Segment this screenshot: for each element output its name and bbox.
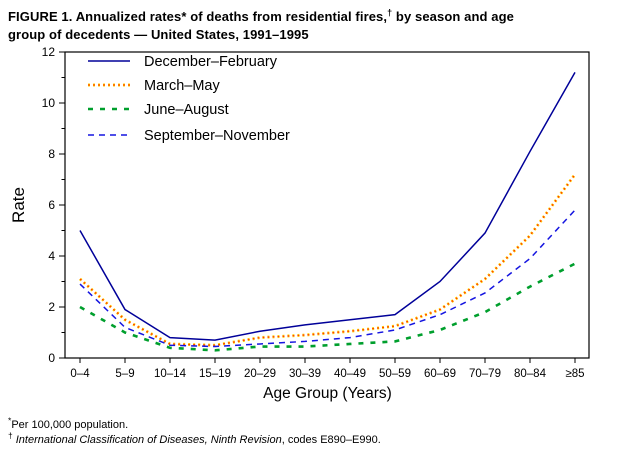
x-axis-tick-label: 60–69 bbox=[424, 368, 456, 380]
footnote-icd-codes: , codes E890–E990. bbox=[281, 433, 381, 446]
x-axis-tick-label: 20–29 bbox=[244, 368, 276, 380]
footnote-population-text: Per 100,000 population. bbox=[11, 418, 129, 431]
dagger-symbol: † bbox=[387, 7, 393, 18]
series-line-june-august bbox=[79, 262, 576, 352]
x-axis-tick-label: 0–4 bbox=[70, 368, 90, 380]
x-axis-tick-label: ≥85 bbox=[565, 368, 584, 380]
figure-title-text: FIGURE 1. Annualized rates* of deaths fr… bbox=[8, 9, 388, 24]
legend-label-september-november: September–November bbox=[144, 128, 290, 144]
plot-frame bbox=[64, 51, 590, 359]
figure-title-line2: group of decedents — United States, 1991… bbox=[8, 27, 309, 43]
x-axis-tick-label: 5–9 bbox=[115, 368, 134, 380]
x-axis-tick-label: 70–79 bbox=[469, 368, 501, 380]
y-axis-tick-label: 2 bbox=[48, 300, 55, 314]
figure-title-line1: FIGURE 1. Annualized rates* of deaths fr… bbox=[8, 8, 615, 26]
y-axis-tick-label: 4 bbox=[48, 249, 55, 263]
y-axis-title: Rate bbox=[9, 187, 28, 223]
asterisk-marker: * bbox=[8, 415, 12, 426]
series-line-march-may bbox=[78, 173, 577, 347]
footnote-population: *Per 100,000 population. bbox=[8, 415, 615, 433]
footnote-icd: † International Classification of Disease… bbox=[8, 430, 615, 448]
footnote-icd-title: International Classification of Diseases… bbox=[15, 433, 282, 446]
series-line-september-november bbox=[79, 209, 576, 348]
x-axis-tick-label: 80–84 bbox=[514, 368, 547, 380]
y-axis-tick-label: 10 bbox=[42, 96, 56, 110]
x-axis-tick-label: 30–39 bbox=[289, 368, 321, 380]
dagger-marker: † bbox=[8, 430, 13, 441]
x-axis-title: Age Group (Years) bbox=[263, 385, 392, 402]
x-axis-tick-label: 40–49 bbox=[334, 368, 366, 380]
line-chart: 0 2 4 6 8 10 12 0–4 5–9 10–14 15–19 20–29 30–39 40–49… bbox=[9, 45, 590, 402]
figure-title: FIGURE 1. Annualized rates* of deaths fr… bbox=[8, 8, 615, 45]
legend-label-june-august: June–August bbox=[144, 102, 229, 118]
y-axis-tick-label: 0 bbox=[48, 351, 55, 365]
x-axis-tick-label: 15–19 bbox=[199, 368, 231, 380]
x-axis-tick-label: 50–59 bbox=[379, 368, 411, 380]
series-line-december-february bbox=[79, 71, 576, 341]
series-line-core-march-may bbox=[79, 173, 576, 346]
legend-label-december-february: December–February bbox=[144, 54, 278, 70]
y-axis-tick-label: 8 bbox=[48, 147, 55, 161]
footnotes: *Per 100,000 population. † International … bbox=[8, 415, 615, 448]
legend-label-march-may: March–May bbox=[144, 78, 220, 94]
x-axis-tick-label: 10–14 bbox=[154, 368, 187, 380]
figure-title-text-cont: by season and age bbox=[392, 9, 514, 24]
y-axis-tick-label: 12 bbox=[42, 45, 56, 59]
y-axis-tick-label: 6 bbox=[48, 198, 55, 212]
